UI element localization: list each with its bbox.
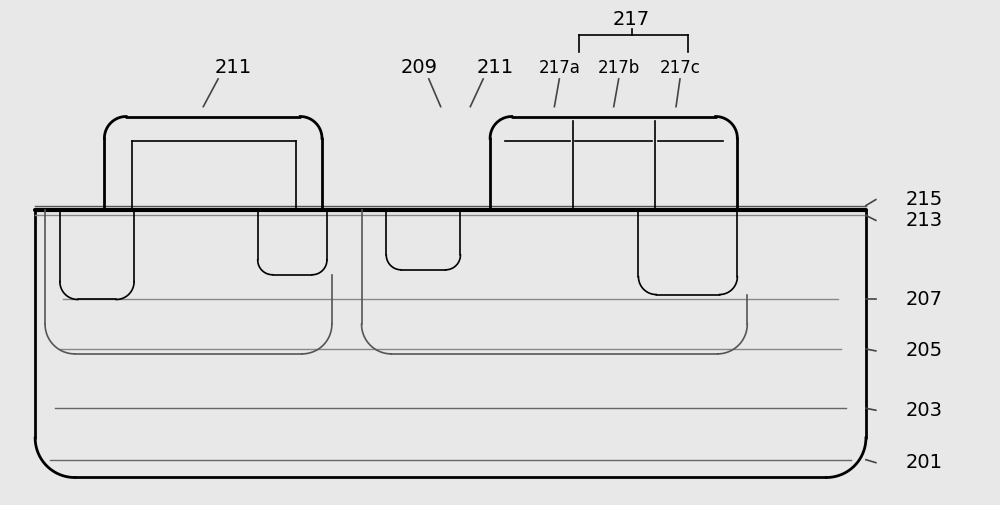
- Text: 217: 217: [613, 11, 650, 29]
- Text: 213: 213: [905, 211, 943, 230]
- Text: 203: 203: [905, 401, 942, 420]
- Text: 201: 201: [905, 453, 942, 472]
- Text: 207: 207: [905, 290, 942, 309]
- Text: 217c: 217c: [660, 59, 700, 77]
- Text: 217a: 217a: [538, 59, 580, 77]
- Text: 209: 209: [400, 58, 437, 77]
- Text: 217b: 217b: [598, 59, 640, 77]
- Text: 211: 211: [214, 58, 252, 77]
- Text: 211: 211: [476, 58, 513, 77]
- Text: 215: 215: [905, 190, 943, 209]
- Text: 205: 205: [905, 341, 943, 361]
